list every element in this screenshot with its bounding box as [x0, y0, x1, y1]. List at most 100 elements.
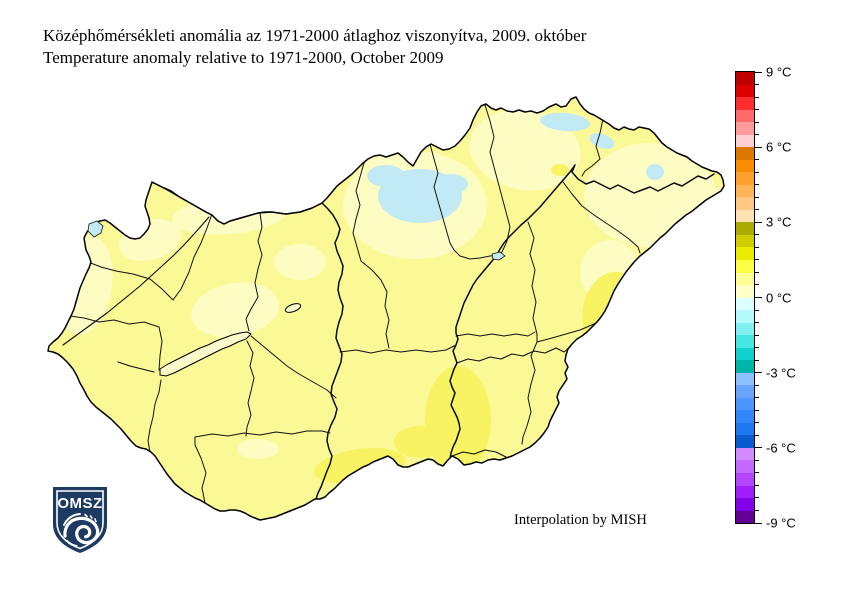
colorbar-tick-label: 6 °C — [766, 139, 792, 155]
lake-balaton — [159, 331, 252, 377]
colorbar-segment — [736, 510, 754, 524]
colorbar-tick — [755, 134, 759, 136]
colorbar-tick — [755, 271, 759, 273]
map-title-english: Temperature anomaly relative to 1971-200… — [43, 48, 444, 67]
colorbar-segment — [736, 72, 754, 85]
colorbar-segment — [736, 447, 754, 461]
colorbar-tick-label: 9 °C — [766, 64, 792, 80]
omsz-logo: OMSZ — [53, 487, 107, 553]
tisza-river — [449, 164, 715, 465]
colorbar-tick — [755, 221, 762, 223]
colorbar-tick — [755, 347, 759, 349]
colorbar-tick — [755, 384, 759, 386]
colorbar-tick — [755, 472, 759, 474]
omsz-wave-icon — [63, 513, 100, 547]
colorbar-segment — [736, 97, 754, 110]
colorbar-segment — [736, 485, 754, 499]
colorbar-tick — [755, 159, 759, 161]
colorbar-segment — [736, 360, 754, 373]
colorbar-segment — [736, 109, 754, 123]
colorbar-tick — [755, 146, 762, 148]
colorbar-segment — [736, 397, 754, 411]
map-title-hungarian: Középhőmérsékleti anomália az 1971-2000 … — [43, 26, 587, 45]
colorbar-tick — [755, 109, 759, 111]
colorbar-tick — [755, 422, 759, 424]
colorbar-segment — [736, 84, 754, 98]
colorbar-segment — [736, 347, 754, 361]
temperature-colorbar — [735, 71, 755, 524]
omsz-logo-text: OMSZ — [57, 495, 102, 512]
colorbar-tick — [755, 522, 762, 524]
colorbar-tick — [755, 209, 759, 211]
colorbar-tick — [755, 84, 759, 86]
colorbar-segment — [736, 222, 754, 235]
colorbar-tick-label: -3 °C — [766, 365, 796, 381]
colorbar-tick — [755, 284, 759, 286]
colorbar-tick — [755, 497, 759, 499]
colorbar-segment — [736, 197, 754, 210]
colorbar-segment — [736, 410, 754, 423]
colorbar-tick — [755, 121, 759, 123]
colorbar-tick-label: 0 °C — [766, 290, 792, 305]
county-borders — [69, 104, 641, 504]
colorbar-tick — [755, 397, 759, 399]
colorbar-segment — [736, 285, 754, 298]
colorbar-segment — [736, 159, 754, 173]
colorbar-segment — [736, 322, 754, 336]
colorbar-tick — [755, 434, 759, 436]
colorbar-tick-label: -9 °C — [766, 515, 796, 531]
colorbar-segment — [736, 272, 754, 286]
colorbar-tick — [755, 184, 759, 186]
maros-river — [451, 449, 507, 458]
colorbar-tick — [755, 334, 759, 336]
interpolation-attribution: Interpolation by MISH — [514, 512, 647, 528]
colorbar-segment — [736, 297, 754, 311]
colorbar-segment — [736, 172, 754, 185]
colorbar-tick — [755, 322, 759, 324]
colorbar-labels: 9 °C 6 °C 3 °C 0 °C -3 °C -6 °C -9 °C — [766, 65, 826, 531]
colorbar-segment — [736, 310, 754, 323]
colorbar-segment — [736, 259, 754, 273]
colorbar-tick — [755, 71, 762, 73]
colorbar-segment — [736, 184, 754, 198]
colorbar-tick — [755, 459, 759, 461]
colorbar-tick — [755, 246, 759, 248]
colorbar-tick — [755, 372, 762, 374]
colorbar-tick — [755, 309, 759, 311]
colorbar-segment — [736, 460, 754, 473]
colorbar-segment — [736, 422, 754, 436]
lake-velence — [284, 303, 302, 313]
colorbar-tick — [755, 409, 759, 411]
colorbar-segment — [736, 498, 754, 511]
colorbar-segment — [736, 147, 754, 160]
country-border — [47, 96, 725, 521]
colorbar-tick-label: -6 °C — [766, 440, 796, 456]
anomaly-patches-negative — [367, 112, 664, 223]
colorbar-segment — [736, 247, 754, 260]
colorbar-segment — [736, 473, 754, 486]
colorbar-tick — [755, 196, 759, 198]
raba-river — [62, 216, 210, 346]
colorbar-segment — [736, 385, 754, 398]
koros-river — [456, 346, 571, 364]
colorbar-segment — [736, 335, 754, 348]
colorbar-segment — [736, 372, 754, 386]
colorbar-tick — [755, 447, 762, 449]
lake-tisza — [491, 251, 506, 261]
omsz-shield-inner-line — [56, 490, 104, 550]
colorbar-tick — [755, 171, 759, 173]
colorbar-tick — [755, 359, 759, 361]
lake-ferto — [87, 220, 104, 238]
colorbar-tick — [755, 234, 759, 236]
colorbar-segment — [736, 234, 754, 248]
colorbar-tick — [755, 509, 759, 511]
colorbar-tick — [755, 484, 759, 486]
colorbar-tick — [755, 259, 759, 261]
colorbar-segment — [736, 122, 754, 135]
colorbar-tick — [755, 297, 762, 298]
zala-river — [117, 361, 155, 373]
colorbar-segment — [736, 134, 754, 148]
colorbar-ticks — [755, 71, 765, 524]
colorbar-segment — [736, 209, 754, 223]
